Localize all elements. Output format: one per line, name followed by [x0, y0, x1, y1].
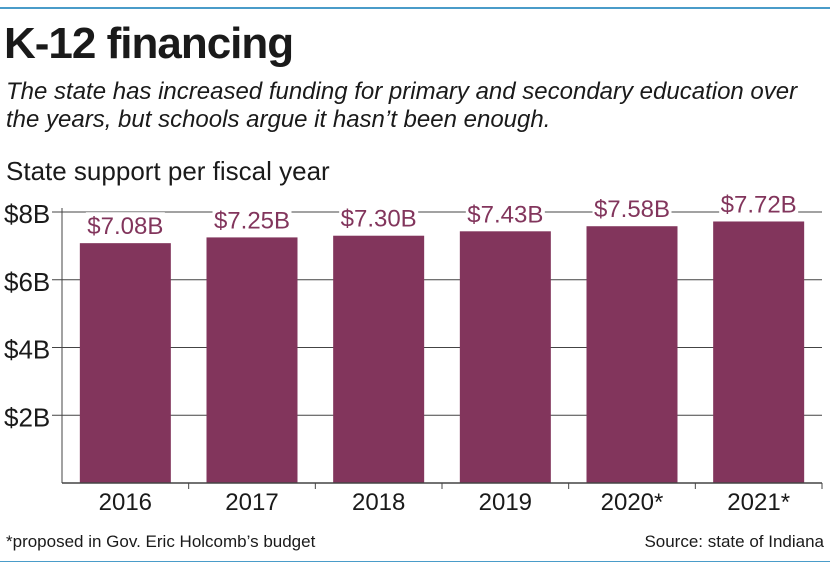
value-label: $7.43B	[467, 201, 543, 228]
chart-title: K-12 financing	[4, 19, 294, 68]
source-note: Source: state of Indiana	[644, 532, 824, 551]
y-tick-label: $6B	[4, 267, 50, 297]
chart-description-label: State support per fiscal year	[6, 156, 330, 186]
bar	[206, 237, 298, 483]
value-label-backing	[85, 212, 165, 240]
y-tick-label: $8B	[4, 199, 50, 229]
x-tick-label: 2017	[225, 489, 278, 516]
bar	[713, 221, 805, 484]
value-label-backing	[339, 204, 419, 232]
bottom-accent-rule	[0, 561, 830, 562]
bar	[333, 235, 425, 483]
bar	[586, 226, 678, 484]
value-label-backing	[719, 190, 799, 218]
x-tick-label: 2019	[479, 489, 532, 516]
x-tick-label: 2016	[99, 489, 152, 516]
value-label-backing	[212, 206, 292, 234]
value-label: $7.58B	[594, 196, 670, 223]
x-tick-label: 2020*	[601, 489, 664, 516]
value-label: $7.30B	[341, 206, 417, 233]
x-tick-label: 2021*	[727, 489, 790, 516]
value-label: $7.72B	[721, 191, 797, 218]
footnote: *proposed in Gov. Eric Holcomb’s budget	[6, 532, 316, 551]
y-tick-label: $2B	[4, 402, 50, 432]
value-label-backing	[592, 195, 672, 223]
value-label: $7.25B	[214, 207, 290, 234]
top-accent-rule	[0, 7, 830, 9]
bar	[79, 243, 171, 483]
value-label-backing	[465, 200, 545, 228]
y-tick-label: $4B	[4, 335, 50, 365]
value-label: $7.08B	[87, 213, 163, 240]
bar	[459, 231, 551, 483]
x-tick-label: 2018	[352, 489, 405, 516]
chart-subtitle: The state has increased funding for prim…	[6, 78, 798, 133]
